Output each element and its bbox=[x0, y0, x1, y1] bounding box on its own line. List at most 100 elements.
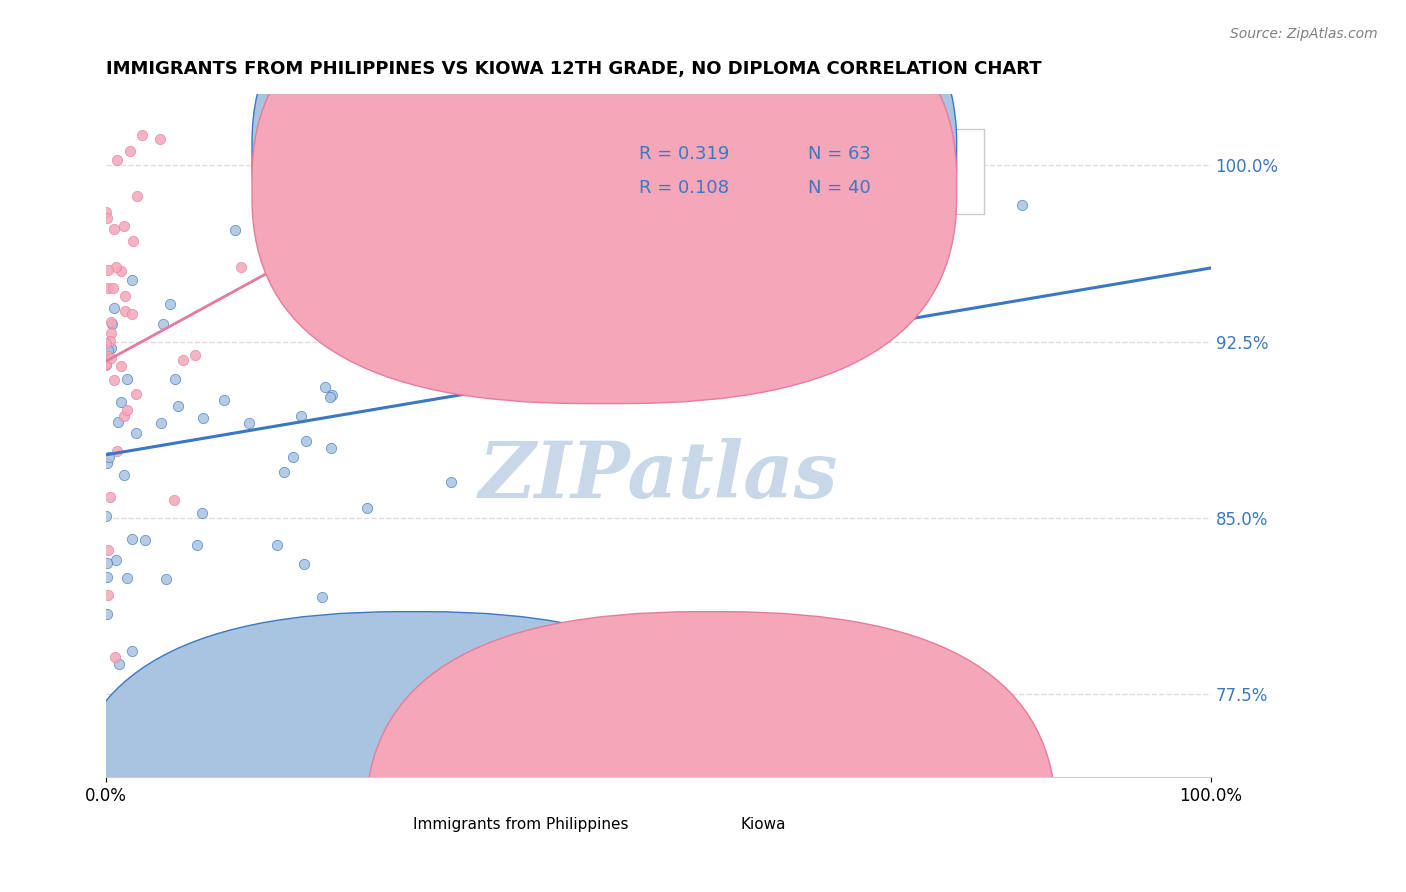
Point bbox=[96, 336, 118, 351]
Point bbox=[321, 388, 343, 402]
Point bbox=[105, 734, 128, 748]
Point bbox=[114, 289, 136, 303]
Point bbox=[357, 331, 380, 345]
Point bbox=[191, 506, 214, 520]
Point bbox=[96, 343, 118, 357]
Point bbox=[115, 402, 138, 417]
Point bbox=[273, 465, 295, 479]
Text: N = 40: N = 40 bbox=[807, 179, 870, 197]
Point bbox=[97, 263, 120, 277]
Point bbox=[98, 490, 121, 504]
Point bbox=[125, 387, 148, 401]
Point bbox=[110, 395, 132, 409]
Point bbox=[295, 434, 318, 448]
Point bbox=[292, 558, 315, 572]
Point bbox=[103, 301, 125, 315]
Point bbox=[110, 264, 132, 278]
Point bbox=[283, 450, 305, 464]
Text: Kiowa: Kiowa bbox=[741, 817, 786, 832]
Point bbox=[166, 399, 188, 413]
Point bbox=[96, 607, 118, 621]
Point bbox=[482, 339, 505, 353]
Point bbox=[112, 219, 135, 233]
Point bbox=[165, 372, 187, 386]
Point bbox=[314, 380, 336, 394]
Point bbox=[96, 456, 118, 470]
Text: Source: ZipAtlas.com: Source: ZipAtlas.com bbox=[1230, 27, 1378, 41]
Point bbox=[112, 468, 135, 483]
Point bbox=[150, 416, 173, 430]
Point bbox=[96, 570, 118, 584]
Point bbox=[96, 556, 118, 570]
Point bbox=[118, 144, 141, 158]
Point bbox=[96, 509, 118, 524]
Point bbox=[105, 553, 128, 567]
Point bbox=[610, 288, 633, 302]
Point bbox=[224, 223, 246, 237]
Point bbox=[152, 317, 174, 331]
Point bbox=[97, 588, 120, 602]
Point bbox=[104, 650, 127, 665]
Text: ZIPatlas: ZIPatlas bbox=[479, 438, 838, 515]
Point bbox=[159, 297, 181, 311]
Text: N = 63: N = 63 bbox=[807, 145, 870, 163]
Point bbox=[149, 131, 172, 145]
Point bbox=[96, 211, 118, 225]
Point bbox=[432, 302, 454, 317]
Point bbox=[568, 367, 591, 381]
Point bbox=[121, 532, 143, 546]
Point bbox=[319, 390, 342, 404]
Point bbox=[172, 353, 194, 368]
Point bbox=[96, 357, 118, 371]
Point bbox=[103, 222, 125, 236]
Point bbox=[238, 416, 260, 430]
Point bbox=[266, 538, 288, 552]
Point bbox=[173, 734, 195, 748]
Point bbox=[103, 373, 125, 387]
Point bbox=[134, 533, 156, 548]
Point bbox=[121, 644, 143, 658]
Point bbox=[121, 307, 143, 321]
Point bbox=[121, 235, 143, 249]
Point bbox=[672, 324, 695, 338]
Point bbox=[131, 128, 153, 142]
Point bbox=[121, 273, 143, 287]
Point bbox=[98, 450, 121, 465]
Point bbox=[1011, 197, 1033, 211]
Point bbox=[110, 359, 132, 373]
FancyBboxPatch shape bbox=[67, 612, 758, 892]
Point bbox=[319, 441, 342, 455]
Point bbox=[191, 411, 214, 425]
Point bbox=[311, 591, 333, 605]
Point bbox=[702, 283, 724, 297]
Point bbox=[100, 351, 122, 366]
Point bbox=[97, 343, 120, 357]
FancyBboxPatch shape bbox=[252, 0, 956, 403]
Point bbox=[101, 281, 124, 295]
Point bbox=[97, 349, 120, 363]
Text: R = 0.108: R = 0.108 bbox=[638, 179, 728, 197]
Point bbox=[105, 444, 128, 458]
Point bbox=[231, 260, 253, 274]
Point bbox=[96, 359, 118, 373]
Point bbox=[775, 368, 797, 382]
Point bbox=[115, 571, 138, 585]
Point bbox=[108, 657, 131, 672]
Point bbox=[155, 572, 177, 586]
Point bbox=[690, 227, 713, 241]
Point bbox=[100, 317, 122, 331]
Point bbox=[115, 371, 138, 385]
Point bbox=[107, 415, 129, 429]
Point bbox=[156, 734, 179, 748]
Point bbox=[834, 337, 856, 351]
FancyBboxPatch shape bbox=[366, 612, 1056, 892]
Point bbox=[702, 158, 724, 172]
Point bbox=[186, 538, 208, 552]
Point bbox=[114, 304, 136, 318]
Point bbox=[125, 425, 148, 440]
Point bbox=[98, 334, 121, 349]
Point bbox=[96, 542, 118, 557]
Point bbox=[290, 409, 312, 423]
Point bbox=[100, 326, 122, 340]
Point bbox=[104, 260, 127, 274]
